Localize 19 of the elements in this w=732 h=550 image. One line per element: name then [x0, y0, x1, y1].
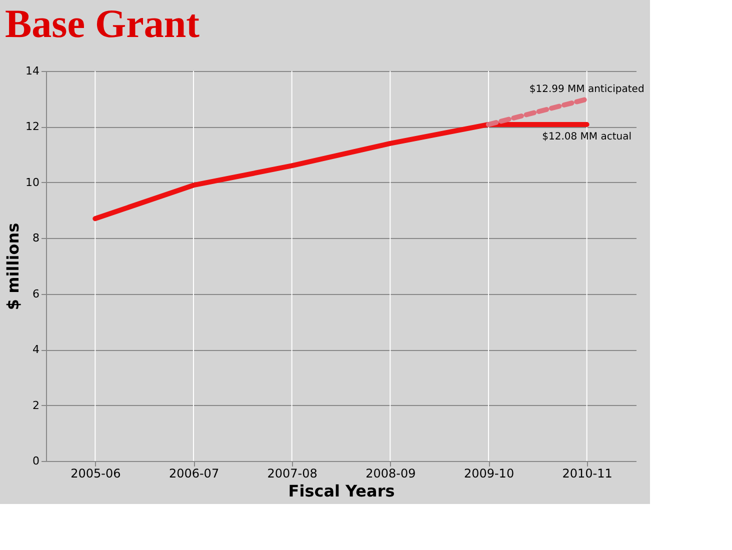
x-tick-label: 2007-08	[267, 466, 318, 480]
annotation: $12.99 MM anticipated	[529, 84, 644, 96]
chart-title: Base Grant	[5, 1, 200, 46]
y-axis-title: $ millions	[4, 222, 23, 310]
y-tick-label: 8	[32, 232, 40, 245]
y-tick-label: 4	[32, 343, 40, 356]
y-tick-label: 14	[26, 64, 40, 78]
x-tick-label: 2006-07	[168, 466, 220, 480]
x-tick-label: 2009-10	[464, 466, 514, 480]
x-tick-label: 2005-06	[70, 466, 121, 480]
x-axis-title: Fiscal Years	[288, 482, 395, 500]
y-tick-label: 12	[26, 120, 40, 134]
x-tick-label: 2008-09	[366, 466, 416, 480]
annotation: $12.08 MM actual	[542, 131, 632, 142]
y-tick-label: 10	[26, 176, 40, 189]
x-tick-label: 2010-11	[562, 466, 612, 480]
y-tick-label: 6	[32, 287, 40, 300]
y-tick-label: 2	[32, 398, 40, 412]
y-tick-label: 0	[32, 454, 40, 468]
